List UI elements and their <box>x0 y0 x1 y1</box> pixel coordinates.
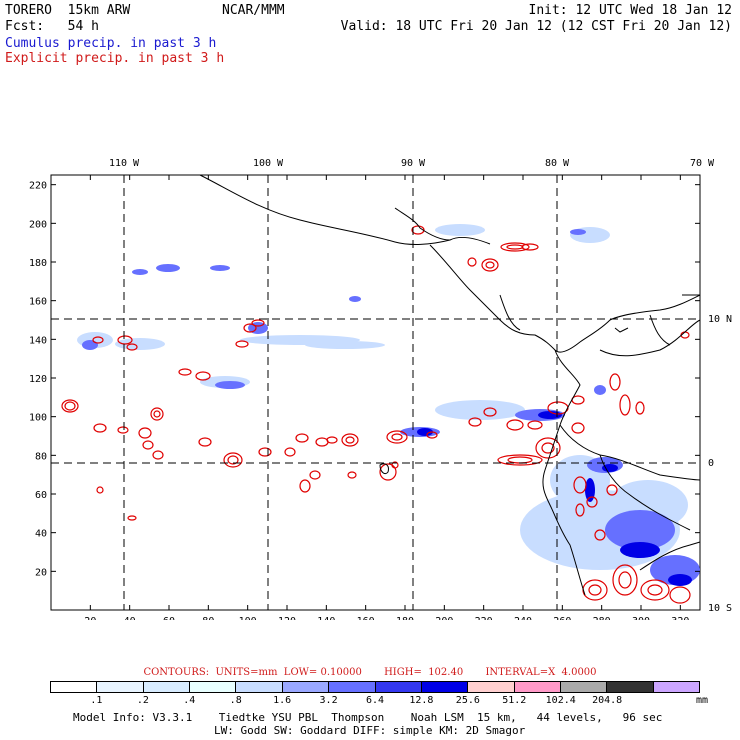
lon-label-70w: 70 W <box>690 158 715 169</box>
color-bar-unit: mm <box>696 695 709 706</box>
color-bar-segment <box>653 682 700 692</box>
y-tick-label: 100 <box>29 413 47 424</box>
color-bar-label: 204.8 <box>592 695 623 706</box>
y-tick-label: 20 <box>35 567 47 578</box>
cumulus-precip-heavy <box>417 411 692 586</box>
x-tick-label: 40 <box>124 616 136 620</box>
y-tick-labels: 20 40 60 80 100 120 140 160 180 200 220 <box>29 181 47 579</box>
x-tick-label: 260 <box>553 616 571 620</box>
color-bar-segment <box>607 682 654 692</box>
color-bar-segment <box>421 682 469 692</box>
explicit-precip-contours <box>61 225 691 604</box>
model-title: TORERO 15km ARW <box>5 3 131 18</box>
x-tick-label: 320 <box>671 616 689 620</box>
x-tick-label: 300 <box>632 616 650 620</box>
color-bar-segment <box>375 682 422 692</box>
x-tick-label: 80 <box>202 616 214 620</box>
lon-label-100w: 100 W <box>253 158 284 169</box>
x-tick-label: 120 <box>278 616 296 620</box>
x-tick-label: 240 <box>514 616 532 620</box>
y-tick-label: 40 <box>35 529 47 540</box>
color-bar-segment <box>143 682 191 692</box>
y-tick-label: 80 <box>35 451 47 462</box>
lon-label-80w: 80 W <box>545 158 570 169</box>
valid-time: Valid: 18 UTC Fri 20 Jan 12 (12 CST Fri … <box>340 19 732 34</box>
graticule <box>51 175 700 610</box>
x-tick-label: 180 <box>396 616 414 620</box>
color-bar-segment <box>282 682 330 692</box>
legend-cumulus: Cumulus precip. in past 3 h <box>5 36 217 51</box>
coastlines <box>199 174 701 596</box>
color-bar-segment <box>190 682 237 692</box>
color-bar-labels: .1 .2 .4 .8 1.6 3.2 6.4 12.8 25.6 51.2 102.4 204.8 <box>50 695 700 707</box>
color-bar-label: .8 <box>229 695 242 706</box>
init-time: Init: 12 UTC Wed 18 Jan 12 <box>528 3 733 18</box>
color-bar-label: 51.2 <box>502 695 527 706</box>
model-info-line1: Model Info: V3.3.1 Tiedtke YSU PBL Thomp… <box>73 711 663 724</box>
x-tick-label: 200 <box>435 616 453 620</box>
color-bar-segment <box>514 682 561 692</box>
color-bar-label: 12.8 <box>409 695 434 706</box>
color-bar-label: 6.4 <box>365 695 385 706</box>
y-tick-label: 60 <box>35 490 47 501</box>
lat-label-10s: 10 S <box>708 603 732 614</box>
x-tick-label: 100 <box>239 616 257 620</box>
y-tick-label: 140 <box>29 335 47 346</box>
color-bar-segment <box>51 682 98 692</box>
lat-label-0: 0 <box>708 458 714 469</box>
y-tick-label: 180 <box>29 258 47 269</box>
legend-explicit: Explicit precip. in past 3 h <box>5 51 225 66</box>
color-bar-label: 25.6 <box>455 695 480 706</box>
color-bar-segment <box>97 682 144 692</box>
contours-info: CONTOURS: UNITS=mm LOW= 0.10000 HIGH= 10… <box>143 667 597 678</box>
color-bar <box>50 681 700 693</box>
color-bar-label: 102.4 <box>545 695 576 706</box>
y-tick-label: 160 <box>29 297 47 308</box>
y-tick-label: 220 <box>29 181 47 192</box>
color-bar-label: 1.6 <box>273 695 292 706</box>
x-tick-label: 140 <box>317 616 335 620</box>
y-tick-label: 200 <box>29 219 47 230</box>
color-bar-segment <box>560 682 608 692</box>
color-bar-label: .2 <box>136 695 149 706</box>
forecast-hour: Fcst: 54 h <box>5 19 99 34</box>
model-info-line2: LW: Godd SW: Goddard DIFF: simple KM: 2D… <box>214 724 526 737</box>
lon-label-90w: 90 W <box>401 158 426 169</box>
axis-ticks <box>51 175 700 610</box>
x-tick-label: 220 <box>475 616 493 620</box>
x-tick-label: 60 <box>163 616 175 620</box>
y-tick-label: 120 <box>29 374 47 385</box>
x-tick-label: 280 <box>593 616 611 620</box>
color-bar-label: 3.2 <box>319 695 338 706</box>
precip-map: 110 W 100 W 90 W 80 W 70 W 10 N 0 10 S 2… <box>29 158 732 620</box>
color-bar-segment <box>329 682 376 692</box>
org-label: NCAR/MMM <box>222 3 285 18</box>
x-tick-label: 160 <box>357 616 375 620</box>
color-bar-segment <box>236 682 283 692</box>
color-bar-label: .4 <box>183 695 196 706</box>
lat-label-10n: 10 N <box>708 314 732 325</box>
x-tick-labels: 20 40 60 80 100 120 140 160 180 200 220 240 260 280 30… <box>84 616 689 620</box>
color-bar-label: .1 <box>90 695 103 706</box>
color-bar-segment <box>468 682 515 692</box>
x-tick-label: 20 <box>84 616 96 620</box>
lon-label-110w: 110 W <box>109 158 140 169</box>
